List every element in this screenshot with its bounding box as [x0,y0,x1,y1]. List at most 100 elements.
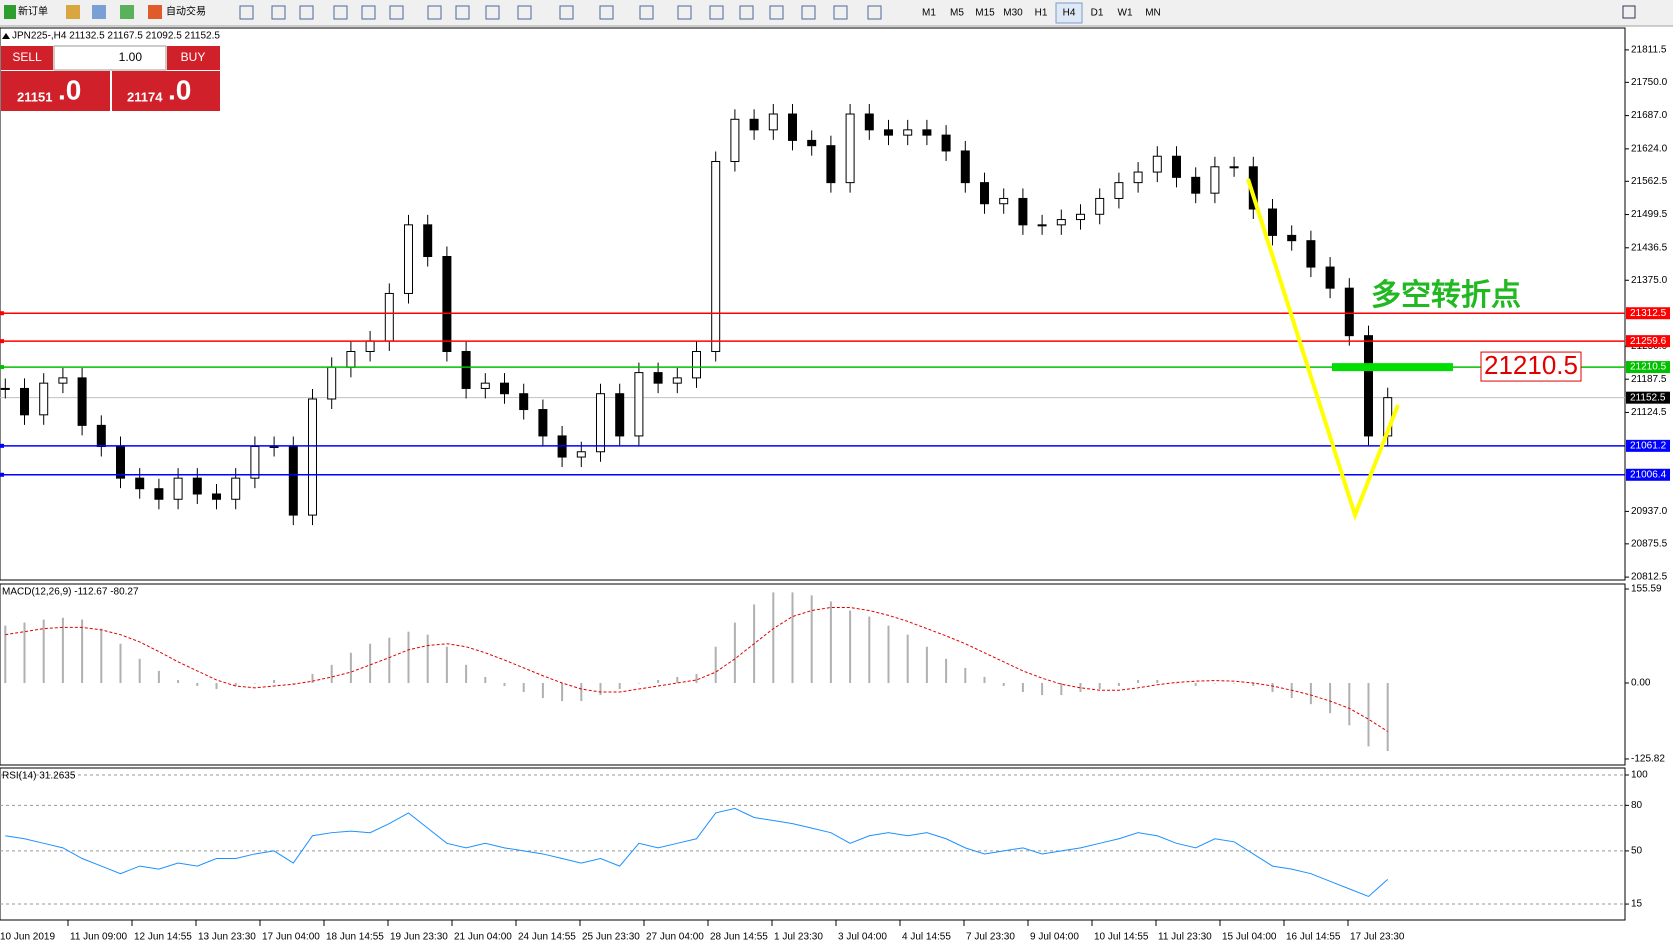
toolbar-icon[interactable] [599,5,614,20]
candle-body [845,113,855,184]
toolbar-icon[interactable] [271,5,286,20]
y-tick-label: 0.00 [1631,678,1651,689]
toolbar-icon[interactable] [677,5,692,20]
new-order-button[interactable]: 新订单 [18,5,48,18]
candle-body [1037,224,1047,227]
x-tick-label: 9 Jul 04:00 [1030,932,1079,943]
buy-price-decimal: .0 [168,74,191,105]
plots: 21811.5 21750.0 21687.0 21624.0 21562.5 21499… [0,45,1670,943]
toolbar-icon[interactable] [299,5,314,20]
y-tick-label: 80 [1631,800,1643,811]
macd-bar [157,670,160,683]
candle-body [1018,197,1028,226]
macd-bar [253,682,256,684]
sell-label[interactable]: SELL [12,50,42,64]
candle-body [154,488,164,500]
sell-price-box[interactable] [1,71,110,111]
timeframe-active[interactable] [1055,2,1083,24]
macd-bar [349,652,352,683]
macd-bar [791,592,794,683]
y-tick-label: 155.59 [1631,584,1662,595]
new-order-icon[interactable] [4,5,16,19]
x-tick-label: 12 Jun 14:55 [134,932,192,943]
level-label: 21061.2 [1630,440,1667,451]
timeframe-button[interactable]: MN [1145,8,1161,19]
toolbar-icon[interactable] [739,5,754,20]
candle-body [442,256,452,352]
candle-body [288,445,298,516]
candle-body [1172,155,1181,178]
buy-label[interactable]: BUY [181,50,206,64]
toolbar-icon[interactable] [92,5,106,19]
macd-bar [1175,682,1178,684]
macd-bar [561,682,564,702]
toolbar-icon[interactable] [427,5,442,20]
macd-bar [810,595,813,683]
auto-trading-button[interactable]: 自动交易 [166,5,206,18]
candle-body [692,350,701,379]
toolbar-icon[interactable] [455,5,470,20]
toolbar-icon[interactable] [867,5,882,20]
toolbar-icon[interactable] [639,5,654,20]
timeframe-button[interactable]: M30 [1003,8,1023,19]
timeframe-button[interactable]: D1 [1091,8,1104,19]
toolbar-icon[interactable] [333,5,348,20]
toolbar-icon[interactable] [389,5,404,20]
toolbar-icon[interactable] [801,5,816,20]
candle-body [423,224,433,258]
macd-bar [234,682,237,687]
x-tick-label: 21 Jun 04:00 [454,932,512,943]
toolbar-icon[interactable] [361,5,376,20]
candle-body [384,292,394,342]
x-tick-label: 7 Jul 23:30 [966,932,1015,943]
candle-body [941,134,951,152]
level-label-box [1626,307,1670,320]
search-icon[interactable] [1622,5,1636,19]
level-label: 21210.5 [1630,362,1667,373]
toolbar-icon[interactable] [239,5,254,20]
candle-body [1133,171,1143,184]
candle-body [135,477,145,490]
timeframe-button[interactable]: M5 [950,8,964,19]
candle-body [884,129,893,136]
lot-value[interactable]: 1.00 [119,50,143,64]
macd-bar [1309,682,1312,705]
candle-body [365,340,375,352]
macd-bar [868,616,871,683]
toolbar-icon[interactable] [559,5,574,20]
toolbar-icon[interactable] [833,5,848,20]
lot-input[interactable] [53,45,167,71]
level-label-box [1626,468,1670,481]
timeframe-button[interactable]: H1 [1035,8,1048,19]
toolbar-icon[interactable] [769,5,784,20]
toolbar-icon[interactable] [709,5,724,20]
candle-body [864,113,874,131]
macd-bar [772,592,775,683]
macd-bar [311,673,314,683]
timeframe-button[interactable]: M15 [975,8,995,19]
toolbar-icon[interactable] [517,5,532,20]
level-marker [0,443,4,448]
timeframe-button[interactable]: H4 [1063,8,1076,19]
marked-level-box [1480,351,1582,382]
timeframe-button[interactable]: W1 [1118,8,1133,19]
rsi-panel [0,767,1626,921]
toolbar-icon[interactable] [120,5,134,19]
macd-bar [215,682,218,690]
buy-button[interactable] [167,46,220,70]
auto-trading-icon[interactable] [148,5,162,19]
collapse-icon[interactable] [2,33,10,39]
toolbar-icon[interactable] [485,5,500,20]
level-label: 21006.4 [1630,469,1667,480]
macd-bar [1060,682,1063,696]
macd-bar [196,682,199,687]
candle-body [192,477,202,495]
candle-body [807,139,817,147]
candle-body [711,161,721,352]
buy-price-box[interactable] [112,71,220,111]
toolbar-icon[interactable] [66,5,80,19]
y-tick-label: 50 [1631,846,1643,857]
timeframe-button[interactable]: M1 [922,8,936,19]
candle-body [1056,219,1066,226]
sell-button[interactable] [1,46,53,70]
